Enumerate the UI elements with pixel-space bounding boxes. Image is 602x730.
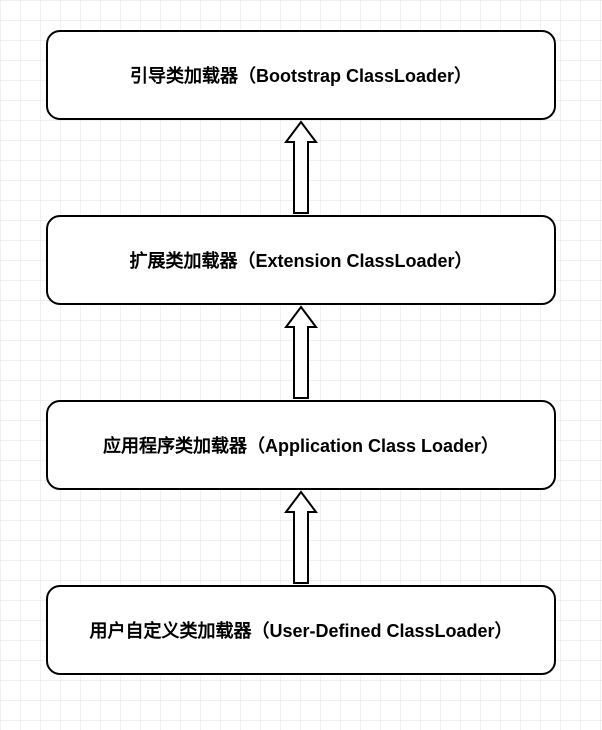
node-label: 用户自定义类加载器（User-Defined ClassLoader） (89, 617, 512, 643)
node-label: 扩展类加载器（Extension ClassLoader） (129, 247, 472, 273)
node-label: 引导类加载器（Bootstrap ClassLoader） (130, 62, 472, 88)
node-extension: 扩展类加载器（Extension ClassLoader） (46, 215, 556, 305)
node-bootstrap: 引导类加载器（Bootstrap ClassLoader） (46, 30, 556, 120)
node-userdefined: 用户自定义类加载器（User-Defined ClassLoader） (46, 585, 556, 675)
node-application: 应用程序类加载器（Application Class Loader） (46, 400, 556, 490)
node-label: 应用程序类加载器（Application Class Loader） (103, 432, 499, 458)
